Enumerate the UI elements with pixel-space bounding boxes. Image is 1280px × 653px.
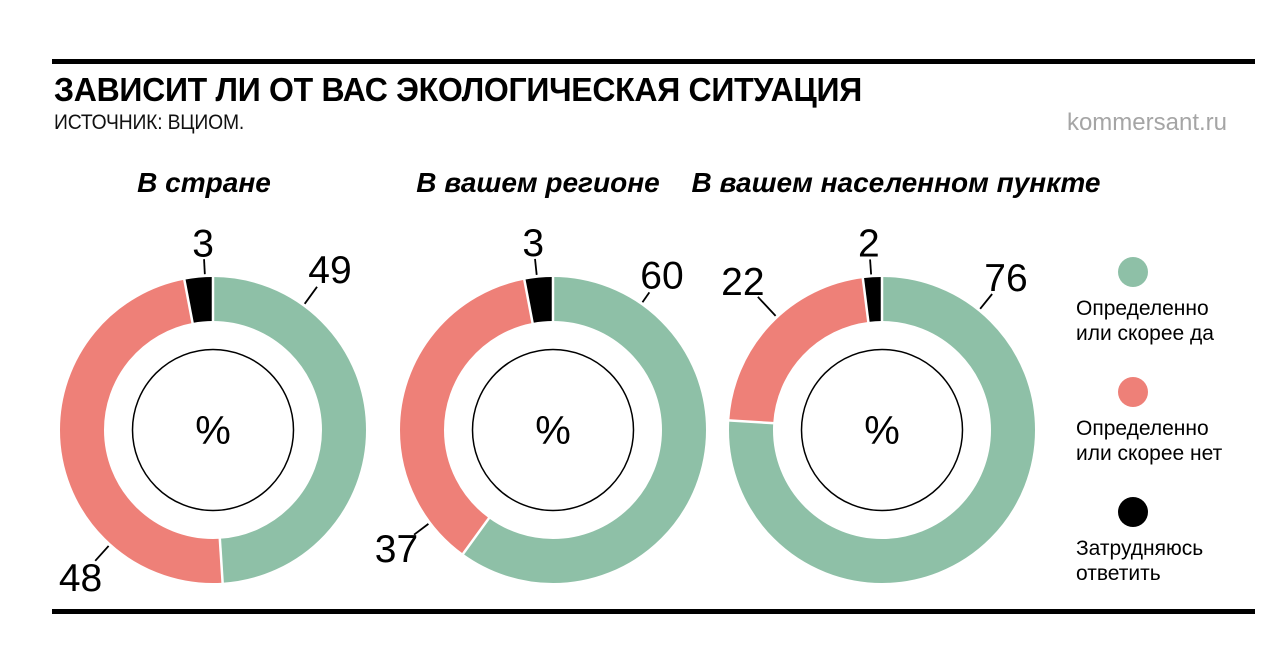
donut-center-percent-label: % (864, 409, 900, 453)
chart-title-settlement: В вашем населенном пункте (691, 167, 1101, 198)
bottom-divider (52, 609, 1255, 614)
leader-line-no (757, 296, 777, 317)
donut-center-percent-label: % (195, 409, 231, 453)
segment-value-label-undecided: 3 (522, 222, 544, 265)
chart-title-region: В вашем регионе (416, 167, 660, 198)
leader-line-yes (303, 286, 318, 305)
top-divider (52, 59, 1255, 64)
segment-separator (726, 418, 778, 425)
donut-2-segment-no (400, 277, 706, 583)
legend-label-no-line1: Определенно (1076, 417, 1209, 440)
legend-dot-yes-icon (1118, 257, 1148, 287)
donut-1-segment-no (60, 277, 366, 583)
segment-value-label-no: 37 (375, 528, 418, 571)
legend-label-no-line2: или скорее нет (1076, 442, 1223, 465)
segment-value-label-no: 48 (59, 557, 102, 600)
donut-inner-circle (131, 348, 295, 512)
segment-separator (861, 275, 871, 326)
segment-value-label-no: 22 (721, 261, 764, 304)
leader-line-yes (979, 293, 993, 310)
leader-line-yes (641, 291, 651, 303)
segment-value-label-yes: 60 (640, 254, 683, 297)
segment-separator (460, 514, 493, 557)
donut-chart-1: % 49 48 3 (59, 222, 366, 600)
page-title: ЗАВИСИТ ЛИ ОТ ВАС ЭКОЛОГИЧЕСКАЯ СИТУАЦИЯ (54, 71, 862, 108)
segment-value-label-yes: 49 (308, 249, 351, 292)
legend-dot-no-icon (1118, 377, 1148, 407)
segment-separator (182, 276, 195, 328)
legend-label-undecided-line2: ответить (1076, 562, 1161, 585)
segment-value-label-undecided: 3 (192, 222, 214, 265)
leader-line-undecided (534, 258, 538, 275)
legend-label-yes: Определенно или скорее да (1076, 296, 1246, 346)
donut-inner-circle (471, 348, 635, 512)
legend-label-yes-line1: Определенно (1076, 297, 1209, 320)
leader-line-undecided (203, 259, 206, 275)
source-label: ИСТОЧНИК: ВЦИОМ. (54, 111, 245, 134)
donut-chart-2: % 60 37 3 (375, 222, 706, 583)
legend-dot-undecided-icon (1118, 497, 1148, 527)
segment-value-label-undecided: 2 (858, 222, 880, 265)
legend-label-yes-line2: или скорее да (1076, 322, 1214, 345)
leader-line-no (413, 523, 429, 536)
legend-label-undecided-line1: Затрудняюсь (1076, 537, 1204, 560)
legend-label-no: Определенно или скорее нет (1076, 416, 1246, 466)
watermark-text: kommersant.ru (1066, 109, 1227, 136)
chart-title-country: В стране (137, 167, 271, 198)
segment-value-label-yes: 76 (984, 257, 1027, 300)
legend-item-yes: Определенно или скорее да (1076, 257, 1246, 346)
legend-item-undecided: Затрудняюсь ответить (1076, 497, 1246, 586)
segment-separator (522, 276, 535, 328)
leader-line-undecided (869, 259, 873, 275)
legend-item-no: Определенно или скорее нет (1076, 377, 1246, 466)
segment-separator (218, 534, 225, 586)
legend: Определенно или скорее да Определенно ил… (1076, 257, 1246, 617)
legend-label-undecided: Затрудняюсь ответить (1076, 536, 1246, 586)
leader-line-no (94, 545, 110, 562)
donut-inner-circle (800, 348, 964, 512)
donut-center-percent-label: % (535, 409, 571, 453)
